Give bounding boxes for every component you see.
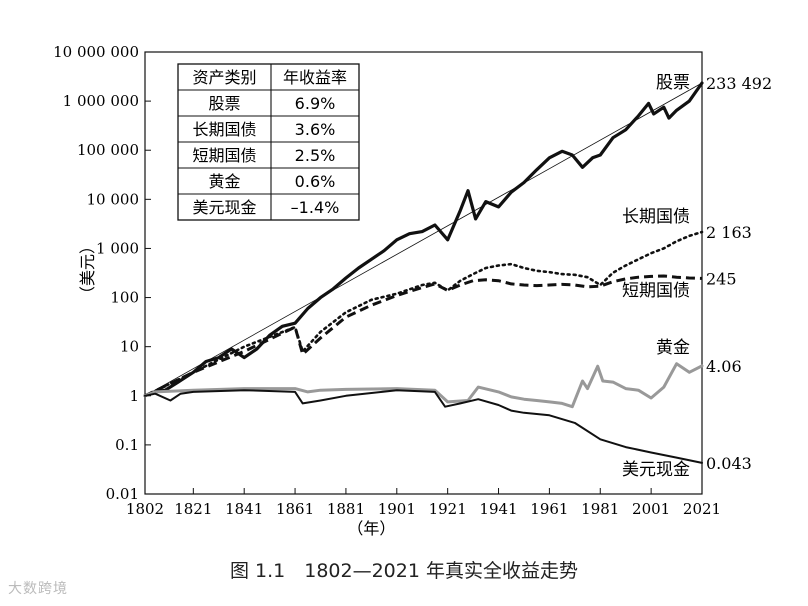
y-tick-label: 0.01 <box>106 485 139 503</box>
series-name-label: 短期国债 <box>622 281 690 301</box>
series-name-label: 美元现金 <box>622 460 690 480</box>
series-line <box>143 362 704 409</box>
x-tick-label: 1921 <box>429 500 467 518</box>
table-cell: 短期国债 <box>192 146 256 165</box>
table-cell: 黄金 <box>208 172 240 191</box>
series-name-label: 长期国债 <box>622 207 690 227</box>
series-line <box>143 230 704 398</box>
x-tick-label: 1861 <box>276 500 314 518</box>
y-tick-label: 100 <box>110 289 139 307</box>
table-cell: 0.6% <box>295 172 336 191</box>
table-cell: 年收益率 <box>283 68 347 87</box>
x-tick-label: 1901 <box>378 500 416 518</box>
x-tick-label: 1941 <box>479 500 517 518</box>
table-cell: 3.6% <box>295 120 336 139</box>
plot-frame <box>144 51 703 495</box>
x-tick-label: 1821 <box>174 500 212 518</box>
table-cell: 6.9% <box>295 94 336 113</box>
table-cell: –1.4% <box>291 198 340 217</box>
y-tick-label: 10 <box>120 338 139 356</box>
x-tick-label: 2021 <box>683 500 721 518</box>
series-end-value: 0.043 <box>706 454 752 473</box>
table-cell: 2.5% <box>295 146 336 165</box>
series-end-value: 233 492 <box>706 74 772 93</box>
x-tick-label: 1802 <box>126 500 164 518</box>
table-cell: 美元现金 <box>192 198 256 217</box>
series-end-value: 245 <box>706 269 737 288</box>
figure-caption: 图 1.1 1802—2021 年真实全收益走势 <box>229 560 578 582</box>
series-line <box>143 81 704 398</box>
series-end-value: 4.06 <box>706 357 742 376</box>
y-tick-label: 1 <box>129 387 139 405</box>
table-cell: 股票 <box>208 94 240 113</box>
y-tick-label: 1 000 <box>96 239 139 257</box>
table-cell: 资产类别 <box>192 68 256 87</box>
series-line <box>144 82 703 397</box>
y-tick-label: 1 000 000 <box>63 92 139 110</box>
y-tick-label: 10 000 <box>87 190 140 208</box>
series-name-label: 黄金 <box>656 338 690 358</box>
x-tick-label: 1881 <box>327 500 365 518</box>
y-axis-label: （美元） <box>78 238 97 302</box>
x-tick-label: 2001 <box>632 500 670 518</box>
x-axis-label: （年） <box>347 519 395 538</box>
series-line <box>144 274 703 398</box>
y-tick-label: 10 000 000 <box>53 43 139 61</box>
series-end-value: 2 163 <box>706 223 752 242</box>
table-cell: 长期国债 <box>192 120 256 139</box>
x-tick-label: 1841 <box>225 500 263 518</box>
watermark-logo: 大数跨境 <box>8 581 68 597</box>
x-tick-label: 1981 <box>581 500 619 518</box>
series-line <box>144 389 703 464</box>
y-tick-label: 0.1 <box>115 436 139 454</box>
series-name-label: 股票 <box>656 73 690 93</box>
y-tick-label: 100 000 <box>77 141 139 159</box>
x-tick-label: 1961 <box>530 500 568 518</box>
